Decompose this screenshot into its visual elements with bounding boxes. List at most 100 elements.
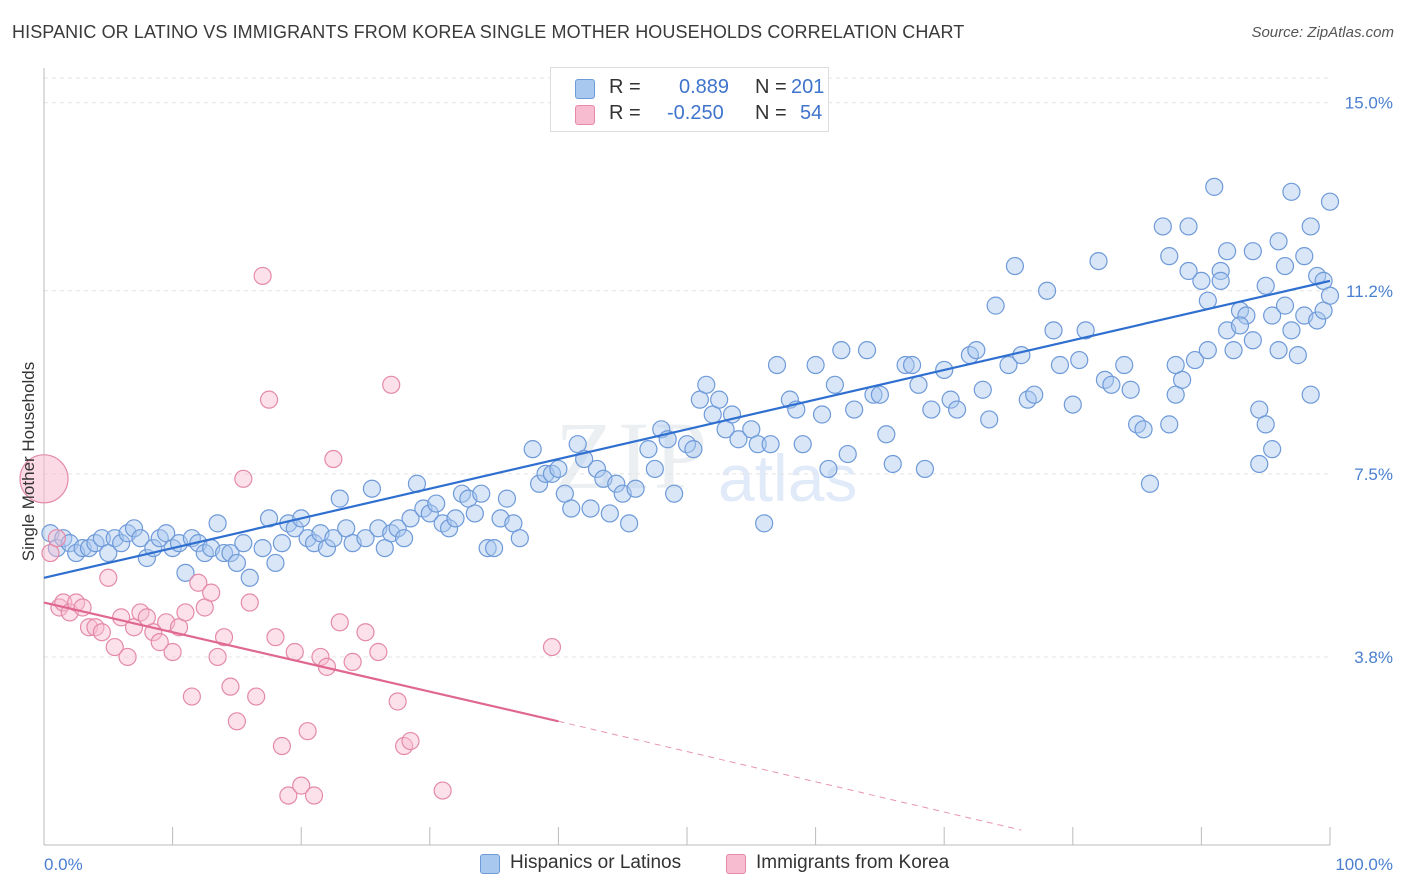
point-hispanic — [420, 504, 439, 523]
point-hispanic — [626, 479, 645, 498]
point-hispanic — [748, 435, 767, 454]
point-hispanic — [1295, 247, 1314, 266]
point-hispanic — [1185, 350, 1205, 370]
point-korea — [304, 786, 324, 805]
point-korea — [189, 573, 208, 592]
point-korea — [19, 454, 69, 504]
point-hispanic — [999, 355, 1018, 375]
point-hispanic — [1179, 261, 1198, 281]
legend-r-label: R = — [609, 76, 641, 98]
point-hispanic — [478, 538, 497, 558]
point-hispanic — [1250, 454, 1269, 474]
point-hispanic — [394, 529, 414, 548]
point-hispanic — [1121, 380, 1140, 399]
point-korea — [176, 603, 195, 622]
point-korea — [105, 637, 124, 657]
point-hispanic — [1263, 440, 1282, 459]
point-hispanic — [1160, 247, 1179, 266]
point-hispanic — [1263, 306, 1282, 325]
point-hispanic — [1301, 385, 1320, 404]
point-hispanic — [427, 494, 446, 513]
trend-line-korea — [43, 601, 559, 723]
point-hispanic — [832, 341, 851, 360]
point-hispanic — [607, 474, 626, 493]
point-korea — [292, 776, 311, 795]
legend-r-value: 0.889 — [679, 76, 730, 98]
point-hispanic — [1037, 281, 1057, 300]
point-korea — [369, 642, 388, 662]
point-korea — [182, 687, 201, 706]
y-axis-label: Single Mother Households — [19, 362, 38, 561]
point-korea — [388, 692, 407, 711]
point-hispanic — [1275, 256, 1295, 276]
point-korea — [253, 266, 272, 286]
y-tick-label: 15.0% — [1345, 94, 1393, 113]
point-hispanic — [266, 553, 285, 573]
point-hispanic — [1153, 217, 1172, 236]
point-hispanic — [645, 459, 664, 479]
point-hispanic — [1211, 271, 1230, 290]
point-hispanic — [883, 454, 902, 474]
point-hispanic — [253, 538, 272, 558]
point-korea — [330, 613, 349, 632]
point-korea — [163, 642, 182, 662]
point-hispanic — [941, 390, 960, 409]
point-hispanic — [825, 375, 844, 394]
point-hispanic — [967, 341, 986, 360]
point-korea — [542, 637, 562, 657]
point-hispanic — [1205, 177, 1224, 196]
point-hispanic — [639, 440, 658, 459]
legend-swatch-hispanic — [575, 79, 595, 99]
stats-legend: R = 0.889 N = 201 R = -0.250 N = 54 — [550, 67, 829, 132]
legend-label-korea: Immigrants from Korea — [756, 852, 950, 873]
point-hispanic — [915, 459, 935, 479]
x-tick-label: 0.0% — [44, 855, 83, 874]
point-hispanic — [1256, 415, 1275, 434]
point-hispanic — [1243, 242, 1262, 261]
point-hispanic — [755, 514, 774, 533]
point-hispanic — [1269, 232, 1288, 251]
axis-labels: 3.8% 7.5% 11.2% 15.0% 0.0% 100.0% Single Mothe… — [19, 94, 1393, 874]
point-hispanic — [112, 534, 131, 553]
point-hispanic — [549, 459, 568, 479]
point-hispanic — [1320, 192, 1340, 211]
point-hispanic — [1089, 251, 1108, 271]
point-hispanic — [581, 499, 600, 518]
y-tick-label: 3.8% — [1354, 648, 1393, 667]
point-hispanic — [620, 514, 639, 533]
point-hispanic — [729, 430, 748, 449]
point-hispanic — [330, 489, 349, 508]
point-hispanic — [1282, 182, 1301, 201]
data-points — [19, 177, 1340, 805]
point-hispanic — [1025, 385, 1044, 404]
point-korea — [298, 722, 317, 741]
point-hispanic — [812, 405, 832, 424]
point-hispanic — [1044, 321, 1063, 340]
point-hispanic — [1166, 355, 1185, 375]
legend-n-label: N = — [755, 76, 787, 98]
point-hispanic — [472, 484, 491, 503]
point-hispanic — [497, 489, 517, 508]
point-hispanic — [980, 410, 999, 429]
point-hispanic — [870, 385, 890, 404]
point-hispanic — [562, 499, 581, 518]
point-hispanic — [1063, 395, 1082, 414]
point-hispanic — [356, 529, 375, 548]
point-hispanic — [665, 484, 684, 503]
point-hispanic — [530, 474, 549, 493]
point-hispanic — [465, 504, 484, 523]
point-hispanic — [317, 538, 337, 558]
point-hispanic — [761, 435, 780, 454]
point-hispanic — [1218, 242, 1237, 261]
chart-title: HISPANIC OR LATINO VS IMMIGRANTS FROM KO… — [12, 22, 965, 42]
point-hispanic — [838, 444, 857, 464]
point-hispanic — [857, 341, 877, 360]
point-hispanic — [973, 380, 992, 399]
source-label: Source: ZipAtlas.com — [1251, 24, 1394, 41]
point-korea — [118, 647, 137, 667]
point-korea — [343, 652, 362, 672]
point-hispanic — [1192, 271, 1211, 290]
point-hispanic — [1012, 346, 1031, 365]
point-hispanic — [1005, 256, 1025, 276]
point-hispanic — [1070, 350, 1089, 370]
